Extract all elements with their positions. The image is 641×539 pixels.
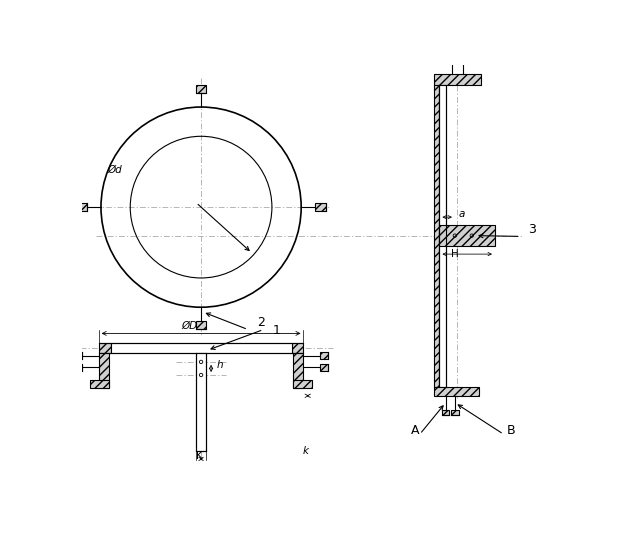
- Bar: [459, 54, 467, 60]
- Text: a: a: [459, 209, 465, 219]
- Bar: [292, 343, 303, 354]
- Text: H: H: [451, 249, 459, 259]
- Bar: [99, 343, 110, 354]
- Bar: [320, 364, 328, 371]
- Text: k: k: [303, 446, 309, 457]
- Bar: [320, 353, 328, 359]
- Text: 3: 3: [528, 223, 537, 236]
- Bar: [435, 85, 440, 386]
- Text: h: h: [217, 361, 223, 370]
- Bar: [315, 203, 326, 211]
- Bar: [451, 410, 459, 415]
- Bar: [99, 354, 110, 388]
- Bar: [438, 225, 495, 246]
- Bar: [110, 343, 292, 354]
- Text: 1: 1: [272, 324, 281, 337]
- Text: B: B: [507, 424, 515, 437]
- Text: K: K: [196, 451, 203, 461]
- Text: 2: 2: [257, 316, 265, 329]
- Bar: [442, 410, 449, 415]
- Bar: [74, 364, 82, 371]
- Bar: [448, 54, 456, 60]
- Bar: [196, 354, 206, 451]
- Bar: [76, 203, 87, 211]
- Bar: [435, 74, 481, 85]
- Bar: [435, 386, 479, 396]
- Bar: [293, 381, 312, 388]
- Text: Ød: Ød: [107, 164, 122, 175]
- Bar: [74, 353, 82, 359]
- Text: A: A: [410, 424, 419, 437]
- Bar: [90, 381, 110, 388]
- Bar: [293, 354, 303, 388]
- Text: ØD: ØD: [182, 321, 198, 331]
- Bar: [440, 85, 446, 386]
- Bar: [196, 321, 206, 329]
- Bar: [196, 86, 206, 93]
